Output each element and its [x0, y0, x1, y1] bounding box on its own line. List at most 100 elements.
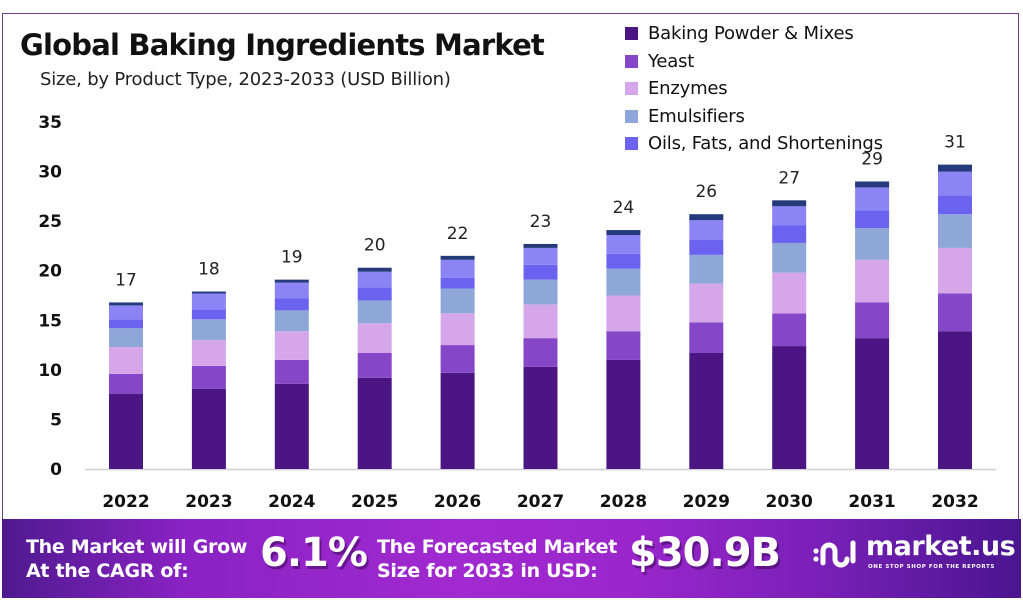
bar-segment-yeast [109, 373, 143, 394]
bar-segment-enzymes [191, 340, 226, 366]
legend-label: Yeast [648, 50, 695, 72]
bar-segment-oils-fats-and-shortenings [855, 210, 890, 229]
legend-swatch [625, 109, 638, 123]
bar-segment-emulsifiers [523, 279, 558, 305]
x-tick-label: 2024 [268, 492, 315, 512]
legend-item-baking-powder: Baking Powder & Mixes [625, 20, 883, 48]
legend-swatch [625, 137, 638, 151]
brand-name: market.us [866, 531, 1016, 562]
bar-segment-other-unlabeled-top [938, 164, 972, 172]
bar-segment-emulsifiers [855, 228, 890, 260]
bar-segment-other-unlabeled [855, 187, 890, 211]
bar-segment-other-unlabeled [689, 220, 724, 240]
bar-segment-oils-fats-and-shortenings [689, 239, 724, 255]
bar-total-label: 26 [695, 182, 717, 202]
forecast-text-line2: Size for 2033 in USD: [377, 560, 598, 582]
bar-segment-emulsifiers [357, 300, 392, 324]
forecast-text-line1: The Forecasted Market [377, 536, 617, 558]
forecast-text: The Forecasted Market Size for 2033 in U… [377, 535, 617, 583]
legend: Baking Powder & Mixes Yeast Enzymes Emul… [625, 20, 883, 158]
y-tick-label: 25 [38, 212, 62, 232]
bar-segment-enzymes [109, 347, 143, 374]
legend-swatch [625, 82, 638, 96]
bar-segment-yeast [855, 302, 890, 339]
bar-segment-other-unlabeled [357, 271, 392, 288]
bar-segment-baking-powder-mixes [440, 372, 475, 469]
legend-label: Emulsifiers [648, 105, 745, 127]
y-tick-label: 10 [38, 361, 62, 381]
y-tick-label: 5 [50, 410, 62, 430]
bar-segment-enzymes [689, 283, 724, 323]
bar-total-label: 19 [281, 248, 303, 268]
bar-segment-oils-fats-and-shortenings [523, 264, 558, 280]
x-tick-label: 2027 [517, 492, 564, 512]
bar-segment-other-unlabeled [274, 282, 309, 299]
bar-segment-yeast [191, 365, 226, 389]
bar-segment-enzymes [606, 295, 641, 332]
bar-total-label: 20 [364, 236, 386, 256]
bar-segment-emulsifiers [191, 319, 226, 341]
bar-segment-yeast [523, 338, 558, 367]
bar-segment-baking-powder-mixes [357, 377, 392, 469]
bar-segment-yeast [440, 345, 475, 373]
bar-total-label: 29 [861, 149, 883, 169]
bar-total-label: 23 [530, 212, 552, 232]
bar-segment-other-unlabeled-top [855, 181, 890, 188]
legend-item-emulsifiers: Emulsifiers [625, 103, 883, 131]
bar-segment-oils-fats-and-shortenings [191, 309, 226, 320]
forecast-value: $30.9B [629, 530, 781, 576]
bar-segment-baking-powder-mixes [938, 331, 972, 469]
chart-title: Global Baking Ingredients Market [20, 28, 545, 62]
bar-segment-yeast [274, 359, 309, 384]
bar-segment-enzymes [357, 323, 392, 354]
bar-segment-oils-fats-and-shortenings [109, 319, 143, 329]
x-tick-label: 2028 [600, 492, 647, 512]
bar-segment-emulsifiers [938, 214, 972, 248]
bar-total-label: 27 [778, 168, 800, 188]
bar-total-label: 17 [115, 270, 137, 290]
y-tick-label: 20 [38, 262, 62, 282]
bar-segment-oils-fats-and-shortenings [606, 253, 641, 269]
bar-segment-enzymes [274, 331, 309, 360]
bar-segment-emulsifiers [689, 254, 724, 284]
bar-segment-other-unlabeled [440, 259, 475, 278]
bar-segment-other-unlabeled-top [274, 279, 309, 283]
bar-segment-yeast [689, 322, 724, 354]
bar-segment-other-unlabeled [109, 305, 143, 320]
bar-segment-emulsifiers [772, 242, 807, 273]
bar-segment-other-unlabeled-top [191, 291, 226, 294]
bar-segment-enzymes [855, 259, 890, 303]
bar-segment-other-unlabeled-top [357, 267, 392, 272]
legend-label: Baking Powder & Mixes [648, 23, 854, 45]
bar-segment-yeast [772, 313, 807, 347]
bar-segment-emulsifiers [440, 288, 475, 314]
bar-segment-yeast [938, 293, 972, 332]
bar-segment-baking-powder-mixes [689, 353, 724, 469]
x-tick-label: 2026 [434, 492, 481, 512]
bar-segment-baking-powder-mixes [109, 393, 143, 469]
legend-label: Oils, Fats, and Shortenings [648, 133, 883, 155]
bar-segment-baking-powder-mixes [523, 366, 558, 469]
cagr-value: 6.1% [260, 530, 368, 576]
cagr-text: The Market will Grow At the CAGR of: [26, 535, 247, 583]
cagr-text-line2: At the CAGR of: [26, 560, 189, 582]
cagr-text-line1: The Market will Grow [26, 536, 248, 558]
market-us-logo-icon [813, 540, 856, 568]
legend-swatch [625, 54, 638, 68]
bar-segment-enzymes [772, 272, 807, 314]
x-tick-label: 2031 [848, 492, 895, 512]
bar-segment-other-unlabeled-top [772, 200, 807, 207]
x-tick-label: 2029 [683, 492, 730, 512]
bar-segment-other-unlabeled [606, 235, 641, 254]
bar-segment-baking-powder-mixes [606, 359, 641, 469]
bar-segment-other-unlabeled-top [523, 243, 558, 248]
x-tick-label: 2032 [931, 492, 978, 512]
bar-segment-emulsifiers [606, 268, 641, 296]
y-tick-label: 30 [38, 163, 62, 183]
bar-segment-baking-powder-mixes [855, 338, 890, 469]
bar-segment-oils-fats-and-shortenings [772, 225, 807, 243]
bar-segment-other-unlabeled-top [440, 255, 475, 260]
bar-segment-enzymes [523, 304, 558, 339]
legend-item-yeast: Yeast [625, 48, 883, 76]
bar-segment-other-unlabeled-top [109, 302, 143, 306]
